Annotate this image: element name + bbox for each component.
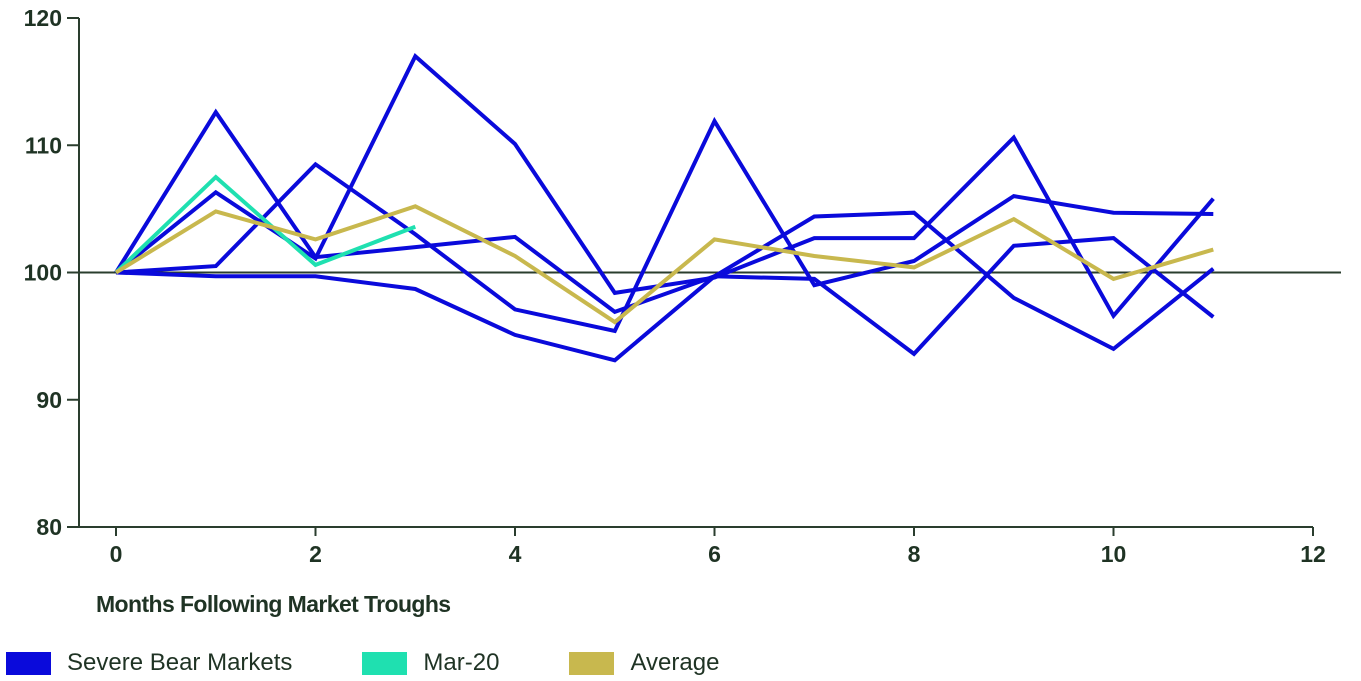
- legend-label: Mar-20: [423, 649, 500, 676]
- series-line-severe-bear-markets: [115, 116, 1214, 334]
- y-tick-label: 90: [36, 387, 62, 413]
- legend-swatch: [6, 651, 51, 675]
- y-axis: 80 90 100 110 120: [24, 5, 80, 540]
- x-axis: 0 2 4 6 8 10 12: [79, 526, 1326, 567]
- legend-item-average: Average: [569, 649, 719, 677]
- series-line-severe-bear-markets: [115, 236, 1215, 363]
- series-lines: [114, 52, 1215, 363]
- legend-label: Severe Bear Markets: [67, 649, 293, 676]
- x-tick-label: 8: [908, 541, 921, 567]
- y-tick-label: 110: [25, 132, 62, 158]
- legend-swatch: [569, 651, 615, 675]
- y-tick-label: 100: [24, 260, 62, 286]
- series-line-average: [114, 204, 1214, 325]
- x-tick-label: 10: [1101, 541, 1127, 567]
- x-tick-label: 0: [110, 541, 123, 567]
- legend-item-severe-bear-markets: Severe Bear Markets: [6, 649, 292, 677]
- x-tick-label: 2: [309, 541, 322, 567]
- x-tick-label: 4: [509, 541, 522, 567]
- y-tick-label: 120: [24, 5, 62, 31]
- series-line-severe-bear-markets: [114, 52, 1215, 320]
- series-line-mar-20: [114, 174, 417, 274]
- x-tick-label: 6: [708, 541, 721, 567]
- x-tick-label: 12: [1300, 541, 1326, 567]
- y-tick-label: 80: [36, 514, 62, 540]
- x-axis-title: Months Following Market Troughs: [96, 591, 451, 617]
- line-chart: 80 90 100 110 120 0 2 4 6 8 10 12 Months Following…: [24, 5, 1341, 617]
- legend-item-mar-20: Mar-20: [362, 649, 499, 677]
- legend-swatch: [362, 651, 408, 675]
- legend-label: Average: [630, 649, 720, 676]
- legend: Severe Bear Markets Mar-20 Average: [6, 648, 789, 678]
